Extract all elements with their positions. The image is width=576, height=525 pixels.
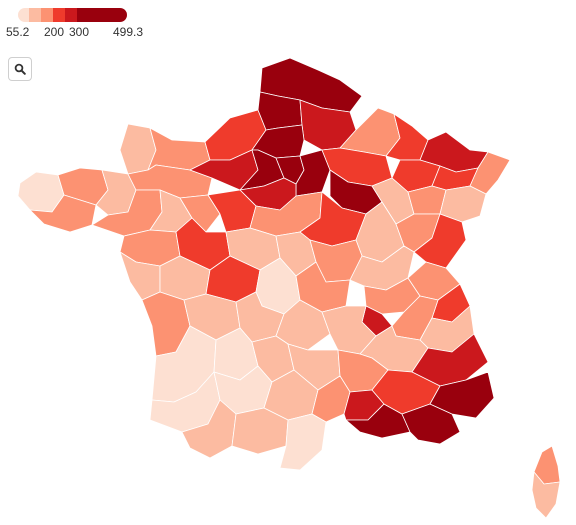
legend-color-bar (18, 8, 127, 22)
department[interactable] (407, 185, 447, 215)
zoom-button[interactable] (8, 57, 32, 81)
legend-max-label: 499.3 (113, 25, 144, 39)
legend-swatch-1 (18, 8, 29, 22)
legend-min-label: 55.2 (6, 25, 30, 39)
legend-label-200: 200 (44, 25, 65, 39)
legend-swatch-3 (41, 8, 53, 22)
legend-swatch-2 (29, 8, 41, 22)
department[interactable] (29, 194, 97, 233)
color-legend: 55.2 200 300 499.3 (6, 8, 178, 41)
department[interactable] (279, 413, 327, 471)
department[interactable] (531, 471, 561, 519)
legend-swatch-4 (53, 8, 65, 22)
search-icon (14, 63, 26, 75)
department[interactable] (429, 371, 495, 419)
legend-label-300: 300 (69, 25, 90, 39)
legend-swatch-6 (77, 8, 127, 22)
department[interactable] (179, 194, 221, 233)
department[interactable] (147, 127, 211, 171)
legend-swatch-5 (65, 8, 77, 22)
